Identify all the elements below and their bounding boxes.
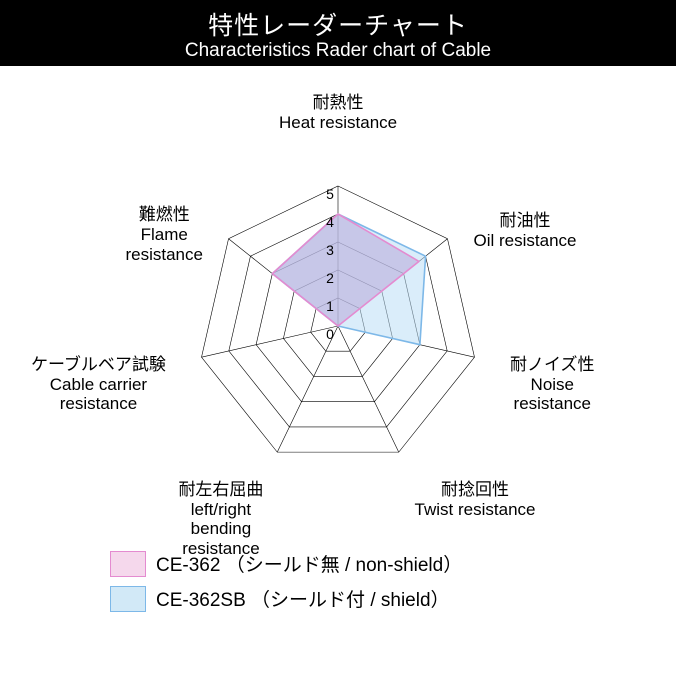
title-jp: 特性レーダーチャート [0, 6, 676, 42]
radar-chart: 0 1 2 3 4 5 耐熱性Heat resistance 耐油性Oil resistanc… [0, 66, 676, 546]
axis-label: 耐ノイズ性Noiseresistance [510, 355, 595, 414]
tick-label: 0 [326, 326, 334, 342]
tick-label: 5 [326, 186, 334, 202]
axis-label: 耐捻回性Twist resistance [415, 480, 536, 519]
title-en: Characteristics Rader chart of Cable [0, 40, 676, 62]
tick-label: 1 [326, 298, 334, 314]
tick-label: 4 [326, 214, 334, 230]
axis-label: 耐油性Oil resistance [474, 211, 577, 250]
tick-label: 3 [326, 242, 334, 258]
axis-label: 耐左右屈曲left/rightbendingresistance [178, 480, 263, 558]
legend: CE-362 （シールド無 / non-shield）CE-362SB （シール… [0, 546, 676, 612]
radar-svg [0, 66, 676, 546]
legend-swatch [110, 586, 146, 612]
tick-label: 2 [326, 270, 334, 286]
axis-label: 難燃性Flameresistance [125, 205, 202, 264]
axis-label: ケーブルベア試験Cable carrierresistance [31, 355, 166, 414]
header: 特性レーダーチャート Characteristics Rader chart o… [0, 0, 676, 66]
legend-text: CE-362SB （シールド付 / shield） [156, 585, 450, 612]
axis-label: 耐熱性Heat resistance [279, 93, 397, 132]
legend-swatch [110, 551, 146, 577]
legend-item: CE-362SB （シールド付 / shield） [110, 585, 676, 612]
